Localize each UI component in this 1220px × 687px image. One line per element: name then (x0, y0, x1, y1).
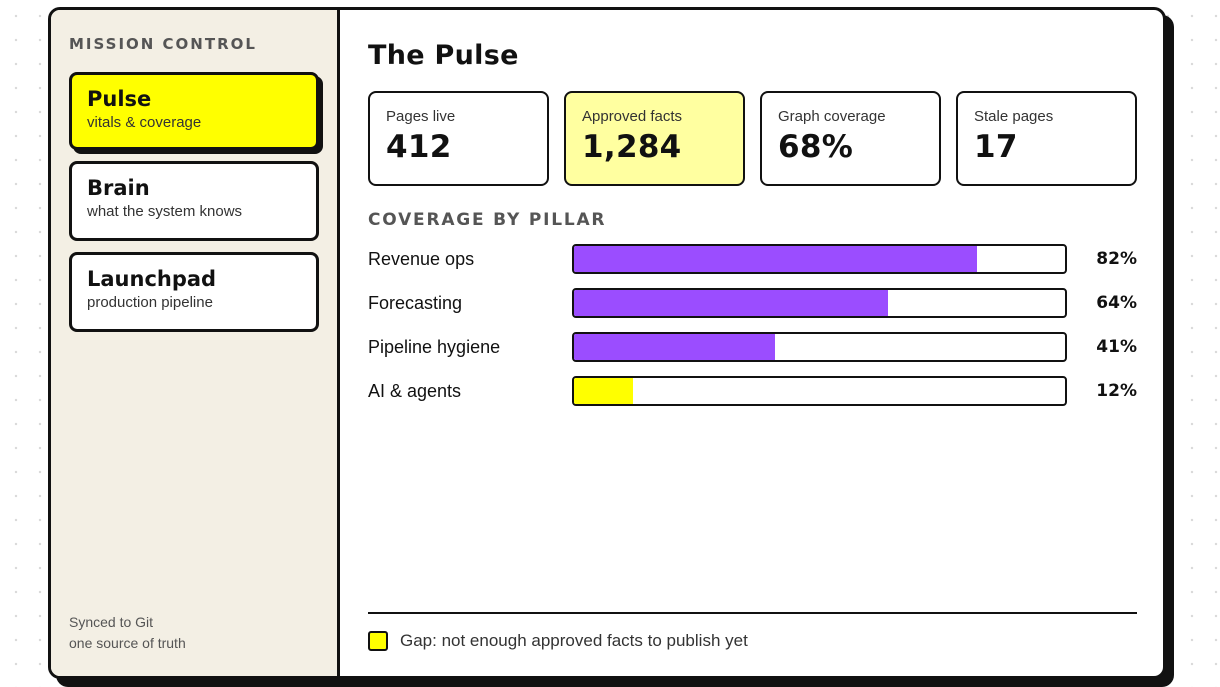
bar-track (572, 288, 1067, 318)
legend-label: Gap: not enough approved facts to publis… (400, 631, 748, 650)
sidebar: MISSION CONTROL Pulse vitals & coverage … (51, 10, 340, 676)
bar (574, 290, 889, 316)
stat-card-graph-coverage: Graph coverage 68% (760, 91, 941, 186)
stat-value: 1,284 (582, 129, 682, 165)
bar-value-label: 82% (1096, 249, 1137, 269)
bar-track (572, 244, 1067, 274)
bar-value-label: 64% (1096, 293, 1137, 313)
bar-track (572, 332, 1067, 362)
bar-row: AI & agents 12% (368, 376, 1137, 406)
bar-track (572, 376, 1067, 406)
sidebar-item-label: Launchpad (87, 267, 217, 291)
app-window: MISSION CONTROL Pulse vitals & coverage … (48, 7, 1166, 679)
bar (574, 334, 776, 360)
stat-label: Approved facts (582, 108, 683, 125)
bar (574, 378, 633, 404)
sidebar-item-brain[interactable]: Brain what the system knows (69, 161, 319, 241)
stat-card-approved-facts: Approved facts 1,284 (564, 91, 745, 186)
stat-value: 412 (386, 129, 452, 165)
legend-swatch-gap (368, 631, 388, 651)
main-panel: The Pulse Pages live 412 Approved facts … (340, 10, 1163, 676)
sidebar-item-label: Pulse (87, 87, 152, 111)
stat-cards: Pages live 412 Approved facts 1,284 Grap… (368, 91, 1137, 186)
section-title: COVERAGE BY PILLAR (368, 210, 607, 230)
bar (574, 246, 977, 272)
stat-value: 68% (778, 129, 854, 165)
stat-card-stale-pages: Stale pages 17 (956, 91, 1137, 186)
sidebar-item-subtitle: vitals & coverage (87, 114, 202, 131)
bar-value-label: 12% (1096, 381, 1137, 401)
sidebar-title: MISSION CONTROL (69, 35, 257, 53)
sync-status-line: Synced to Git (69, 614, 154, 630)
bar-row: Revenue ops 82% (368, 244, 1137, 274)
page-title: The Pulse (368, 40, 519, 71)
stat-value: 17 (974, 129, 1018, 165)
stat-label: Stale pages (974, 108, 1054, 125)
sidebar-item-pulse[interactable]: Pulse vitals & coverage (69, 72, 319, 150)
bar-row: Forecasting 64% (368, 288, 1137, 318)
sidebar-item-launchpad[interactable]: Launchpad production pipeline (69, 252, 319, 332)
legend: Gap: not enough approved facts to publis… (368, 631, 748, 651)
bar-category-label: AI & agents (368, 380, 462, 401)
bar-category-label: Forecasting (368, 292, 463, 313)
divider (368, 612, 1137, 614)
bar-category-label: Revenue ops (368, 248, 475, 269)
sync-status-subline: one source of truth (69, 635, 186, 651)
stat-label: Pages live (386, 108, 456, 125)
bar-row: Pipeline hygiene 41% (368, 332, 1137, 362)
sidebar-item-subtitle: production pipeline (87, 294, 213, 311)
sync-status: Synced to Git one source of truth (69, 612, 186, 654)
bar-category-label: Pipeline hygiene (368, 336, 501, 357)
stat-card-pages-live: Pages live 412 (368, 91, 549, 186)
sidebar-item-label: Brain (87, 176, 150, 200)
coverage-bar-chart: Revenue ops 82% Forecasting 64% Pipeline hyg… (368, 244, 1137, 406)
sidebar-item-subtitle: what the system knows (87, 203, 243, 220)
stat-label: Graph coverage (778, 108, 886, 125)
bar-value-label: 41% (1096, 337, 1137, 357)
